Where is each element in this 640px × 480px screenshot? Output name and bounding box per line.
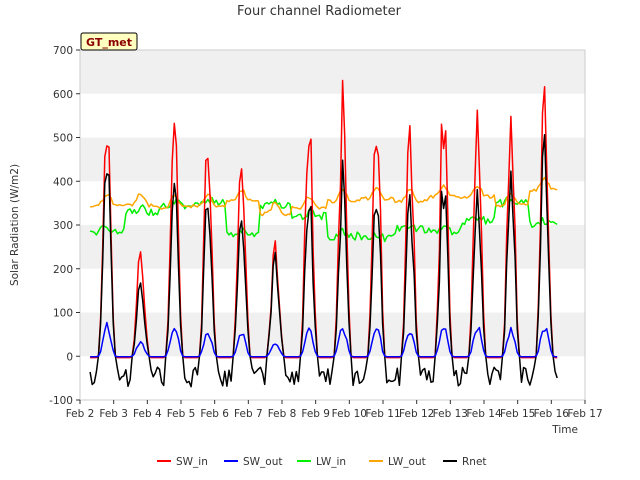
series-layer: [89, 79, 558, 388]
x-tick-label: Feb 14: [466, 408, 502, 420]
x-tick-label: Feb 5: [167, 408, 196, 420]
x-tick-label: Feb 12: [399, 408, 434, 420]
legend-label: LW_in: [316, 456, 346, 468]
x-tick-label: Feb 17: [567, 408, 602, 420]
y-tick-label: -100: [49, 395, 73, 407]
plot-background: [80, 50, 585, 400]
series-line-sw-out: [90, 321, 558, 358]
band: [80, 268, 585, 313]
site-badge-label: GT_met: [86, 36, 132, 49]
x-tick-label: Feb 13: [433, 408, 468, 420]
legend-item-lw-in: LW_in: [297, 456, 346, 468]
x-tick-label: Feb 8: [268, 408, 297, 420]
x-tick-label: Feb 6: [200, 408, 229, 420]
x-axis: Feb 2 Feb 3 Feb 4 Feb 5 Feb 6 Feb 7 Feb 8 Feb 9…: [66, 400, 603, 420]
x-axis-label: Time: [551, 424, 578, 436]
x-tick-label: Feb 16: [534, 408, 570, 420]
band: [80, 50, 585, 94]
band: [80, 93, 585, 138]
x-tick-label: Feb 3: [99, 408, 128, 420]
x-tick-label: Feb 7: [234, 408, 263, 420]
legend-item-sw-in: SW_in: [157, 456, 208, 468]
x-tick-label: Feb 9: [301, 408, 330, 420]
legend-item-rnet: Rnet: [443, 456, 487, 468]
x-tick-label: Feb 11: [365, 408, 400, 420]
band: [80, 137, 585, 182]
band: [80, 312, 585, 357]
x-tick-label: Feb 2: [66, 408, 95, 420]
y-tick-label: 500: [53, 133, 73, 145]
y-tick-label: 0: [66, 351, 73, 363]
y-tick-label: 300: [53, 220, 73, 232]
y-tick-label: 400: [53, 176, 73, 188]
legend: SW_in SW_out LW_in LW_out Rnet: [157, 456, 487, 468]
legend-label: SW_out: [243, 456, 283, 468]
site-badge: GT_met: [80, 32, 138, 51]
x-tick-label: Feb 10: [332, 408, 367, 420]
y-axis: -100 0 100 200 300 400 500 600 700: [49, 45, 80, 407]
x-tick-label: Feb 15: [500, 408, 535, 420]
legend-label: LW_out: [388, 456, 426, 468]
x-tick-label: Feb 4: [133, 408, 162, 420]
y-tick-label: 600: [53, 89, 73, 101]
legend-label: SW_in: [176, 456, 208, 468]
band: [80, 225, 585, 269]
chart-title: Four channel Radiometer: [237, 4, 402, 19]
series-line-rnet: [89, 134, 558, 388]
y-tick-label: 100: [53, 308, 73, 320]
legend-label: Rnet: [462, 456, 487, 468]
y-axis-label: Solar Radiation (W/m2): [9, 164, 21, 286]
y-tick-label: 200: [53, 264, 73, 276]
legend-item-sw-out: SW_out: [224, 456, 283, 468]
y-tick-label: 700: [53, 45, 73, 57]
legend-item-lw-out: LW_out: [369, 456, 426, 468]
